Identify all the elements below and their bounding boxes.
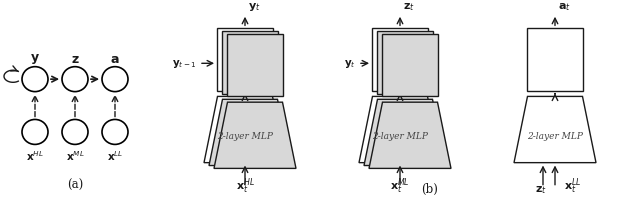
Text: $\mathbf{x}_t^{LL}$: $\mathbf{x}_t^{LL}$ xyxy=(564,176,582,195)
Text: $\mathbf{a}_t$: $\mathbf{a}_t$ xyxy=(558,1,571,13)
Text: 2-layer MLP: 2-layer MLP xyxy=(372,131,428,140)
Circle shape xyxy=(62,120,88,145)
Circle shape xyxy=(102,120,128,145)
Text: $\mathbf{y}_t$: $\mathbf{y}_t$ xyxy=(248,1,260,13)
Bar xyxy=(222,32,278,94)
Bar xyxy=(372,29,428,91)
Bar xyxy=(527,29,583,91)
Text: $\mathbf{x}_t^{ML}$: $\mathbf{x}_t^{ML}$ xyxy=(390,176,410,195)
Circle shape xyxy=(22,120,48,145)
Polygon shape xyxy=(359,97,441,163)
Circle shape xyxy=(62,67,88,92)
Text: 2-layer MLP: 2-layer MLP xyxy=(527,131,583,140)
Text: $\mathbf{a}$: $\mathbf{a}$ xyxy=(110,53,120,65)
Polygon shape xyxy=(214,103,296,169)
Text: $\mathbf{x}^{LL}$: $\mathbf{x}^{LL}$ xyxy=(107,148,124,162)
Bar xyxy=(377,32,433,94)
Bar xyxy=(382,35,438,97)
Text: $\mathbf{z}$: $\mathbf{z}$ xyxy=(70,53,79,65)
Text: 2-layer MLP: 2-layer MLP xyxy=(217,131,273,140)
Polygon shape xyxy=(369,103,451,169)
Text: $\mathbf{x}^{HL}$: $\mathbf{x}^{HL}$ xyxy=(26,148,44,162)
Polygon shape xyxy=(209,100,291,166)
Text: (a): (a) xyxy=(67,179,83,191)
Text: $\mathbf{x}^{ML}$: $\mathbf{x}^{ML}$ xyxy=(66,148,84,162)
Text: $\mathbf{y}_{t-1}$: $\mathbf{y}_{t-1}$ xyxy=(172,58,197,70)
Polygon shape xyxy=(514,97,596,163)
Text: $\mathbf{z}_t$: $\mathbf{z}_t$ xyxy=(403,1,415,13)
Polygon shape xyxy=(364,100,446,166)
Text: $\mathbf{y}_t$: $\mathbf{y}_t$ xyxy=(344,58,356,70)
Circle shape xyxy=(22,67,48,92)
Polygon shape xyxy=(204,97,286,163)
Bar xyxy=(217,29,273,91)
Text: $\mathbf{y}$: $\mathbf{y}$ xyxy=(30,52,40,65)
Text: $\mathbf{z}_t$: $\mathbf{z}_t$ xyxy=(535,184,547,195)
Text: (b): (b) xyxy=(422,182,438,195)
Circle shape xyxy=(102,67,128,92)
Text: $\mathbf{x}_t^{HL}$: $\mathbf{x}_t^{HL}$ xyxy=(236,176,255,195)
Bar xyxy=(227,35,283,97)
